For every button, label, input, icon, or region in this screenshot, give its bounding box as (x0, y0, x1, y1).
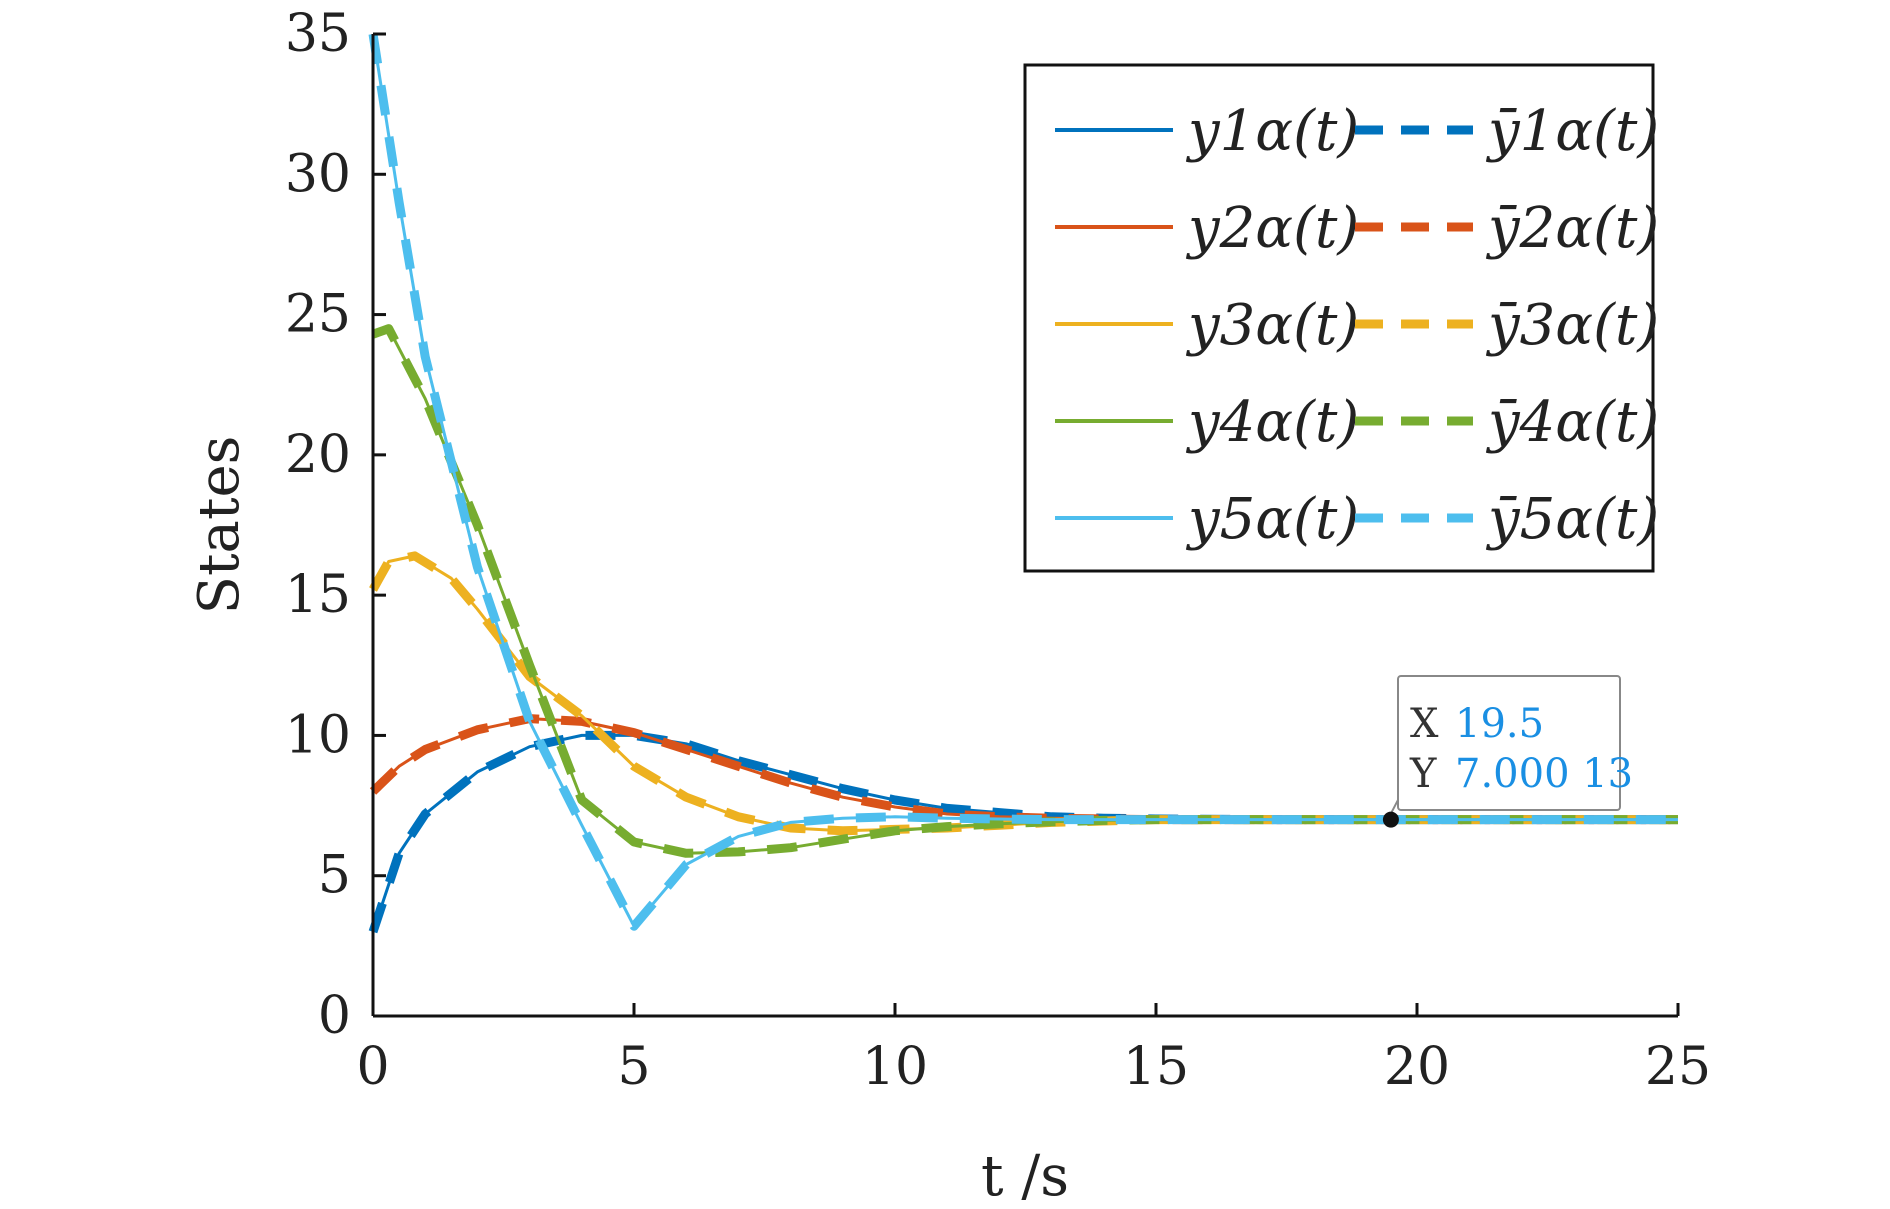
legend-label-1: y1α(t) (1185, 99, 1359, 164)
datatip-x-value: 19.5 (1455, 701, 1544, 747)
series-line-6 (369, 551, 1678, 836)
y-axis-label: States (187, 436, 252, 615)
x-tick-label: 0 (356, 1037, 389, 1097)
legend: y1α(t) ȳ1α(t) y2α(t) ȳ2α(t) y3α(t) ȳ3α(t) y4α(… (1023, 63, 1659, 573)
series-line-10 (368, 33, 1678, 931)
legend-label-3: y2α(t) (1185, 196, 1359, 261)
legend-label-2: ȳ1α(t) (1485, 99, 1659, 164)
y-tick-label: 10 (285, 705, 351, 765)
datatip-x-key: X (1410, 701, 1439, 747)
datatip-y-key: Y (1409, 751, 1437, 797)
series-line-2 (368, 730, 1678, 934)
x-tick-label: 10 (862, 1037, 928, 1097)
datatip[interactable]: X 19.5 Y 7.000 13 (1382, 675, 1633, 828)
y-tick-label: 30 (285, 144, 351, 204)
y-tick-label: 20 (285, 425, 351, 485)
legend-box (1023, 63, 1655, 573)
legend-label-7: y4α(t) (1185, 390, 1359, 455)
datatip-marker[interactable] (1382, 811, 1399, 828)
x-tick-label: 25 (1645, 1037, 1711, 1097)
legend-label-6: ȳ3α(t) (1485, 293, 1659, 358)
x-axis-label: t /s (981, 1144, 1069, 1209)
x-tick-label: 15 (1123, 1037, 1189, 1097)
x-tick-label: 5 (617, 1037, 650, 1097)
series-layer (368, 33, 1678, 934)
datatip-y-value: 7.000 13 (1455, 751, 1633, 797)
datatip-box (1397, 675, 1621, 811)
y-tick-label: 35 (285, 4, 351, 64)
y-tick-label: 0 (318, 986, 351, 1046)
x-tick-label: 20 (1384, 1037, 1450, 1097)
y-tick-label: 5 (318, 846, 351, 906)
axes (371, 34, 1678, 1018)
legend-label-8: ȳ4α(t) (1485, 390, 1659, 455)
ticks: 0 5 10 15 20 25 0 5 10 15 20 25 30 35 (285, 4, 1711, 1097)
legend-label-5: y3α(t) (1185, 293, 1359, 358)
datatip-stem (1390, 799, 1399, 815)
y-tick-label: 15 (285, 565, 351, 625)
legend-label-9: y5α(t) (1185, 487, 1359, 552)
y-tick-label: 25 (285, 285, 351, 345)
legend-label-4: ȳ2α(t) (1485, 196, 1659, 261)
legend-label-10: ȳ5α(t) (1485, 487, 1659, 552)
